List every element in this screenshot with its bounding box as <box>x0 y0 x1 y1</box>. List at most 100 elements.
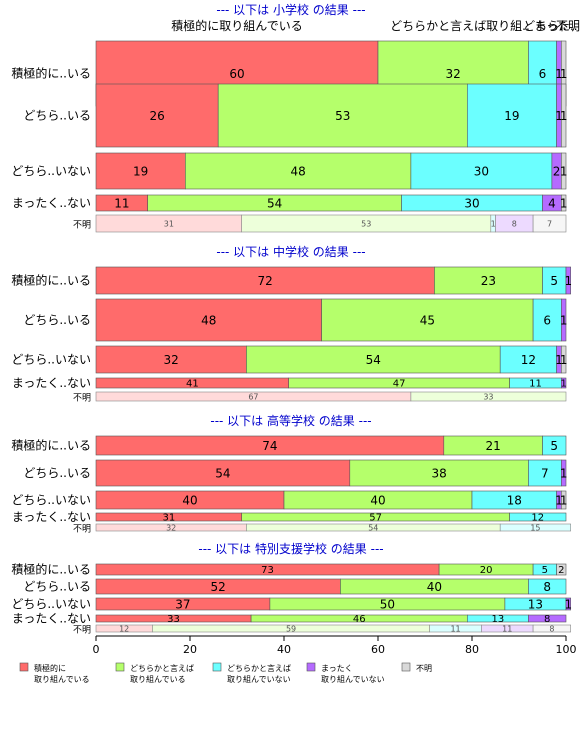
data-label: 1 <box>560 109 568 123</box>
bar-segment <box>499 345 557 374</box>
bar-segment <box>532 214 567 233</box>
data-label: 60 <box>229 67 244 81</box>
data-label: 21 <box>486 439 501 453</box>
x-tick-label: 20 <box>183 643 197 656</box>
data-label: 48 <box>290 164 305 178</box>
bar-segment <box>560 152 567 190</box>
data-label: 5 <box>550 274 558 288</box>
row-label: どちら..いない <box>11 493 91 507</box>
row-label: どちら..いる <box>23 580 91 594</box>
data-label: 1 <box>560 313 568 327</box>
bar-segment <box>434 266 543 295</box>
bar-segment <box>410 391 567 402</box>
bar-segment <box>466 83 557 148</box>
data-label: 33 <box>483 392 493 401</box>
data-label: 30 <box>464 196 479 210</box>
data-label: 54 <box>368 523 378 532</box>
data-label: 1 <box>565 274 573 288</box>
bar-segment <box>95 298 322 342</box>
data-label: 1 <box>555 493 563 507</box>
data-label: 2 <box>553 164 561 178</box>
x-tick-label: 0 <box>93 643 100 656</box>
data-label: 11 <box>450 624 460 633</box>
bar-segment <box>95 83 219 148</box>
row-label: どちら..いる <box>23 466 91 480</box>
data-label: 15 <box>530 523 540 532</box>
group-title: --- 以下は 中学校 の結果 --- <box>216 244 365 259</box>
data-label: 19 <box>133 164 148 178</box>
data-label: 40 <box>182 493 197 507</box>
data-label: 33 <box>167 614 180 625</box>
data-label: 1 <box>565 597 573 611</box>
data-label: 37 <box>175 597 190 611</box>
data-label: 26 <box>149 109 164 123</box>
bar-segment <box>560 194 567 212</box>
data-label: 11 <box>114 196 129 210</box>
top-category-label: まった.. <box>534 19 577 33</box>
legend-label: まったく取り組んでいない <box>321 664 385 684</box>
data-label: 32 <box>164 353 179 367</box>
bar-segment <box>95 152 186 190</box>
row-label: 積極的に..いる <box>11 562 91 577</box>
top-category-label: どちらかと言えば取り組.. <box>390 19 530 33</box>
x-tick-label: 40 <box>277 643 291 656</box>
data-label: 23 <box>481 274 496 288</box>
data-label: 32 <box>166 523 176 532</box>
legend-label: 不明 <box>416 664 432 673</box>
legend-swatch <box>306 662 316 672</box>
data-label: 54 <box>366 353 381 367</box>
data-label: 8 <box>543 580 551 594</box>
bar-segment <box>560 459 567 487</box>
bar-segment <box>565 266 571 295</box>
data-label: 45 <box>420 313 435 327</box>
data-label: 1 <box>555 67 563 81</box>
data-label: 31 <box>164 219 174 228</box>
data-label: 74 <box>262 439 277 453</box>
x-tick-label: 80 <box>465 643 479 656</box>
row-label: 積極的に..いる <box>11 66 91 81</box>
bar-segment <box>246 345 501 374</box>
data-label: 7 <box>547 219 552 228</box>
legend-swatch <box>401 662 411 672</box>
data-label: 6 <box>539 67 547 81</box>
data-label: 48 <box>201 313 216 327</box>
data-label: 12 <box>531 513 544 524</box>
legend-swatch <box>115 662 125 672</box>
data-label: 13 <box>491 614 504 625</box>
x-tick-label: 100 <box>556 643 577 656</box>
data-label: 1 <box>560 196 568 210</box>
bar-segment <box>542 435 567 456</box>
bar-segment <box>560 490 567 510</box>
data-label: 30 <box>474 164 489 178</box>
row-label: どちら..いない <box>11 597 91 611</box>
data-label: 67 <box>248 392 258 401</box>
row-label: まったく..ない <box>12 612 91 626</box>
row-label: 積極的に..いる <box>11 438 91 453</box>
legend-swatch <box>19 662 29 672</box>
data-label: 40 <box>427 580 442 594</box>
legend-label: 積極的に取り組んでいる <box>34 663 90 684</box>
row-label: まったく..ない <box>12 376 91 390</box>
bar-segment <box>509 512 567 522</box>
row-label: まったく..ない <box>12 510 91 524</box>
data-label: 8 <box>512 219 517 228</box>
data-label: 59 <box>286 624 296 633</box>
bar-segment <box>95 266 435 295</box>
data-label: 1 <box>560 493 568 507</box>
data-label: 53 <box>361 219 371 228</box>
data-label: 12 <box>119 624 129 633</box>
x-tick-label: 60 <box>371 643 385 656</box>
top-category-label: どちら.. <box>523 19 567 33</box>
data-label: 31 <box>162 513 175 524</box>
data-label: 53 <box>335 109 350 123</box>
row-label: どちら..いない <box>11 164 91 178</box>
data-label: 40 <box>370 493 385 507</box>
bar-segment <box>349 459 529 487</box>
bar-segment <box>560 345 567 374</box>
data-label: 72 <box>258 274 273 288</box>
data-label: 5 <box>542 565 548 576</box>
bar-segment <box>565 597 571 611</box>
data-label: 11 <box>502 624 512 633</box>
data-label: 54 <box>215 466 230 480</box>
